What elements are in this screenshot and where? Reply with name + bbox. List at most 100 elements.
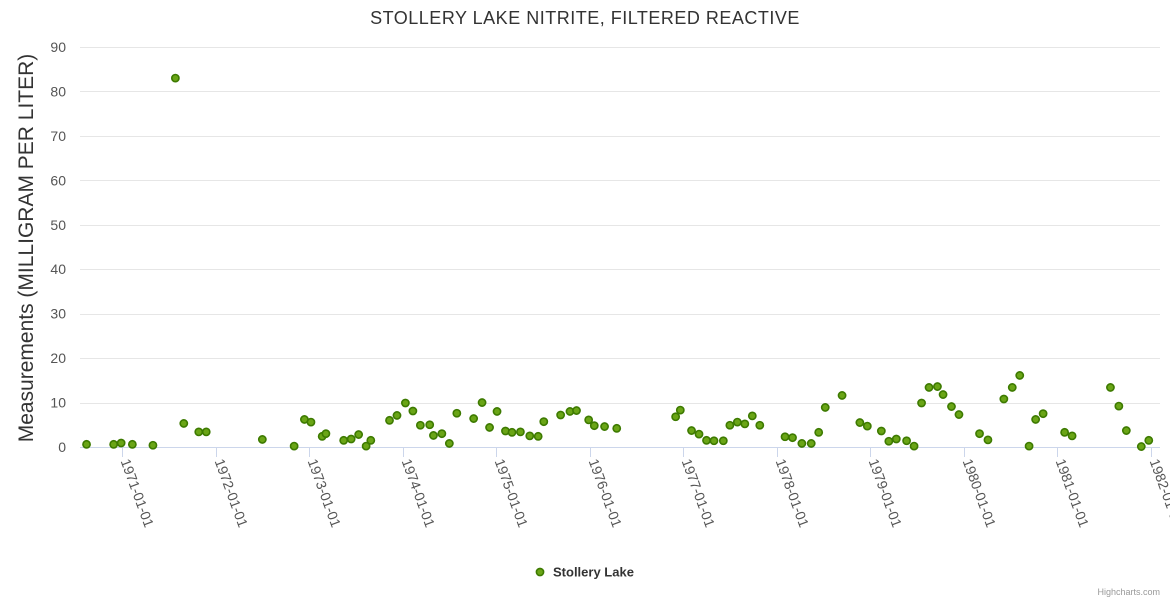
credits-link[interactable]: Highcharts.com: [1097, 587, 1160, 597]
data-point[interactable]: [437, 429, 447, 439]
data-point[interactable]: [415, 420, 425, 430]
series-stollery-lake[interactable]: [82, 73, 1154, 451]
data-point[interactable]: [725, 420, 735, 430]
data-point[interactable]: [477, 398, 487, 407]
data-point[interactable]: [201, 427, 211, 437]
data-point[interactable]: [755, 420, 765, 430]
data-point[interactable]: [709, 436, 719, 446]
data-point[interactable]: [194, 427, 204, 437]
data-point[interactable]: [855, 418, 865, 427]
data-point[interactable]: [346, 434, 356, 444]
legend-marker[interactable]: [535, 567, 545, 577]
data-point[interactable]: [170, 73, 180, 83]
data-point[interactable]: [671, 412, 681, 422]
data-point[interactable]: [718, 436, 728, 446]
data-point[interactable]: [525, 431, 535, 441]
data-point[interactable]: [109, 439, 119, 449]
data-point[interactable]: [1015, 371, 1025, 380]
data-point[interactable]: [891, 434, 901, 444]
data-point[interactable]: [127, 439, 137, 449]
data-point[interactable]: [938, 390, 948, 399]
data-point[interactable]: [983, 435, 993, 445]
data-point[interactable]: [1121, 426, 1131, 435]
data-point[interactable]: [797, 439, 807, 448]
data-point[interactable]: [788, 433, 797, 443]
data-point[interactable]: [947, 402, 956, 411]
data-point[interactable]: [740, 419, 750, 429]
data-point[interactable]: [1136, 442, 1146, 451]
data-point[interactable]: [999, 394, 1009, 404]
x-tick-label: 1975-01-01: [492, 457, 532, 530]
data-point[interactable]: [492, 407, 502, 416]
data-point[interactable]: [339, 435, 349, 445]
data-point[interactable]: [1106, 383, 1115, 392]
data-point[interactable]: [600, 422, 609, 431]
y-tick-label: 30: [50, 306, 66, 322]
data-point[interactable]: [702, 435, 711, 445]
legend-item-stollery-lake[interactable]: Stollery Lake: [553, 565, 634, 580]
data-point[interactable]: [516, 427, 525, 437]
data-point[interactable]: [687, 426, 696, 435]
data-point[interactable]: [806, 439, 816, 448]
data-point[interactable]: [556, 410, 566, 420]
data-point[interactable]: [732, 417, 742, 427]
data-point[interactable]: [385, 415, 394, 425]
data-point[interactable]: [1031, 415, 1041, 424]
data-point[interactable]: [1060, 427, 1070, 437]
data-point[interactable]: [694, 429, 704, 439]
data-point[interactable]: [954, 410, 964, 419]
data-point[interactable]: [354, 430, 364, 439]
data-point[interactable]: [408, 406, 418, 416]
data-point[interactable]: [533, 431, 543, 441]
data-point[interactable]: [257, 435, 267, 444]
data-point[interactable]: [975, 429, 984, 439]
data-point[interactable]: [572, 406, 581, 415]
data-point[interactable]: [924, 383, 934, 392]
data-point[interactable]: [469, 414, 479, 423]
data-point[interactable]: [862, 421, 872, 431]
data-point[interactable]: [902, 436, 911, 446]
data-point[interactable]: [539, 417, 549, 427]
data-point[interactable]: [116, 438, 126, 448]
y-tick-label: 60: [50, 172, 66, 188]
data-point[interactable]: [507, 427, 517, 437]
data-point[interactable]: [612, 423, 622, 433]
data-point[interactable]: [401, 398, 410, 408]
data-point[interactable]: [289, 441, 299, 451]
data-point[interactable]: [820, 403, 830, 412]
data-point[interactable]: [361, 441, 371, 451]
data-point[interactable]: [780, 432, 790, 442]
data-point[interactable]: [366, 435, 376, 445]
data-point[interactable]: [392, 411, 402, 420]
data-point[interactable]: [837, 391, 847, 400]
data-point[interactable]: [1144, 435, 1154, 445]
data-point[interactable]: [1024, 441, 1034, 451]
data-point[interactable]: [814, 427, 824, 437]
data-point[interactable]: [82, 439, 91, 449]
legend[interactable]: Stollery Lake: [535, 565, 634, 580]
data-point[interactable]: [1038, 409, 1048, 419]
data-point[interactable]: [452, 408, 462, 418]
data-point[interactable]: [1067, 431, 1077, 441]
data-point[interactable]: [179, 419, 189, 428]
data-point[interactable]: [306, 417, 316, 427]
data-point[interactable]: [1007, 383, 1017, 392]
data-point[interactable]: [917, 398, 926, 408]
data-point[interactable]: [425, 420, 435, 430]
data-point[interactable]: [584, 415, 594, 425]
data-point[interactable]: [444, 439, 454, 448]
data-point[interactable]: [747, 411, 757, 421]
x-tick-label: 1978-01-01: [773, 457, 813, 530]
data-point[interactable]: [1114, 401, 1124, 411]
data-point[interactable]: [909, 441, 919, 451]
y-tick-label: 0: [58, 439, 66, 455]
data-point[interactable]: [876, 426, 886, 436]
data-point[interactable]: [429, 431, 438, 440]
data-point[interactable]: [485, 423, 494, 432]
data-point[interactable]: [884, 436, 894, 446]
data-point[interactable]: [589, 421, 599, 431]
data-point[interactable]: [933, 382, 942, 391]
data-point[interactable]: [321, 429, 331, 439]
data-point[interactable]: [148, 440, 158, 450]
data-point[interactable]: [675, 405, 685, 415]
